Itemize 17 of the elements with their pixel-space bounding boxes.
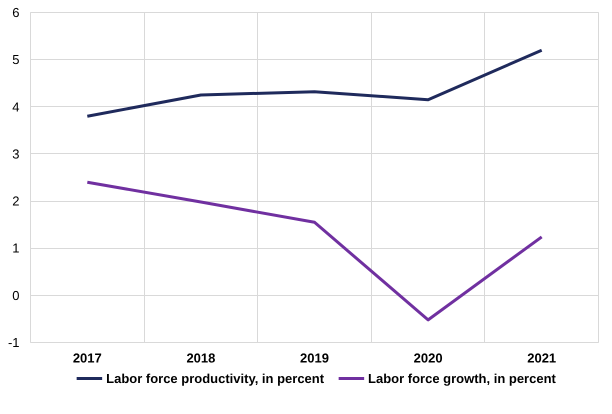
y-tick-label: 4	[12, 99, 20, 114]
y-tick-label: 0	[12, 288, 20, 303]
line-series	[86, 180, 544, 322]
y-tick-label: 3	[12, 146, 20, 162]
x-tick-label: 2021	[527, 350, 556, 366]
y-tick-label: -1	[8, 335, 20, 350]
y-tick-label: 6	[12, 5, 20, 20]
x-tick-label: 2020	[414, 350, 443, 366]
y-tick-label: 5	[12, 52, 20, 68]
x-tick-label: 2018	[186, 350, 216, 366]
line-series	[86, 48, 544, 118]
legend-label: Labor force growth, in percent	[368, 370, 556, 386]
y-tick-label: 1	[12, 240, 20, 256]
x-tick-label: 2017	[72, 350, 102, 366]
x-tick-label: 2019	[300, 350, 329, 366]
y-tick-label: 2	[12, 194, 20, 209]
legend-label: Labor force productivity, in percent	[106, 370, 324, 386]
